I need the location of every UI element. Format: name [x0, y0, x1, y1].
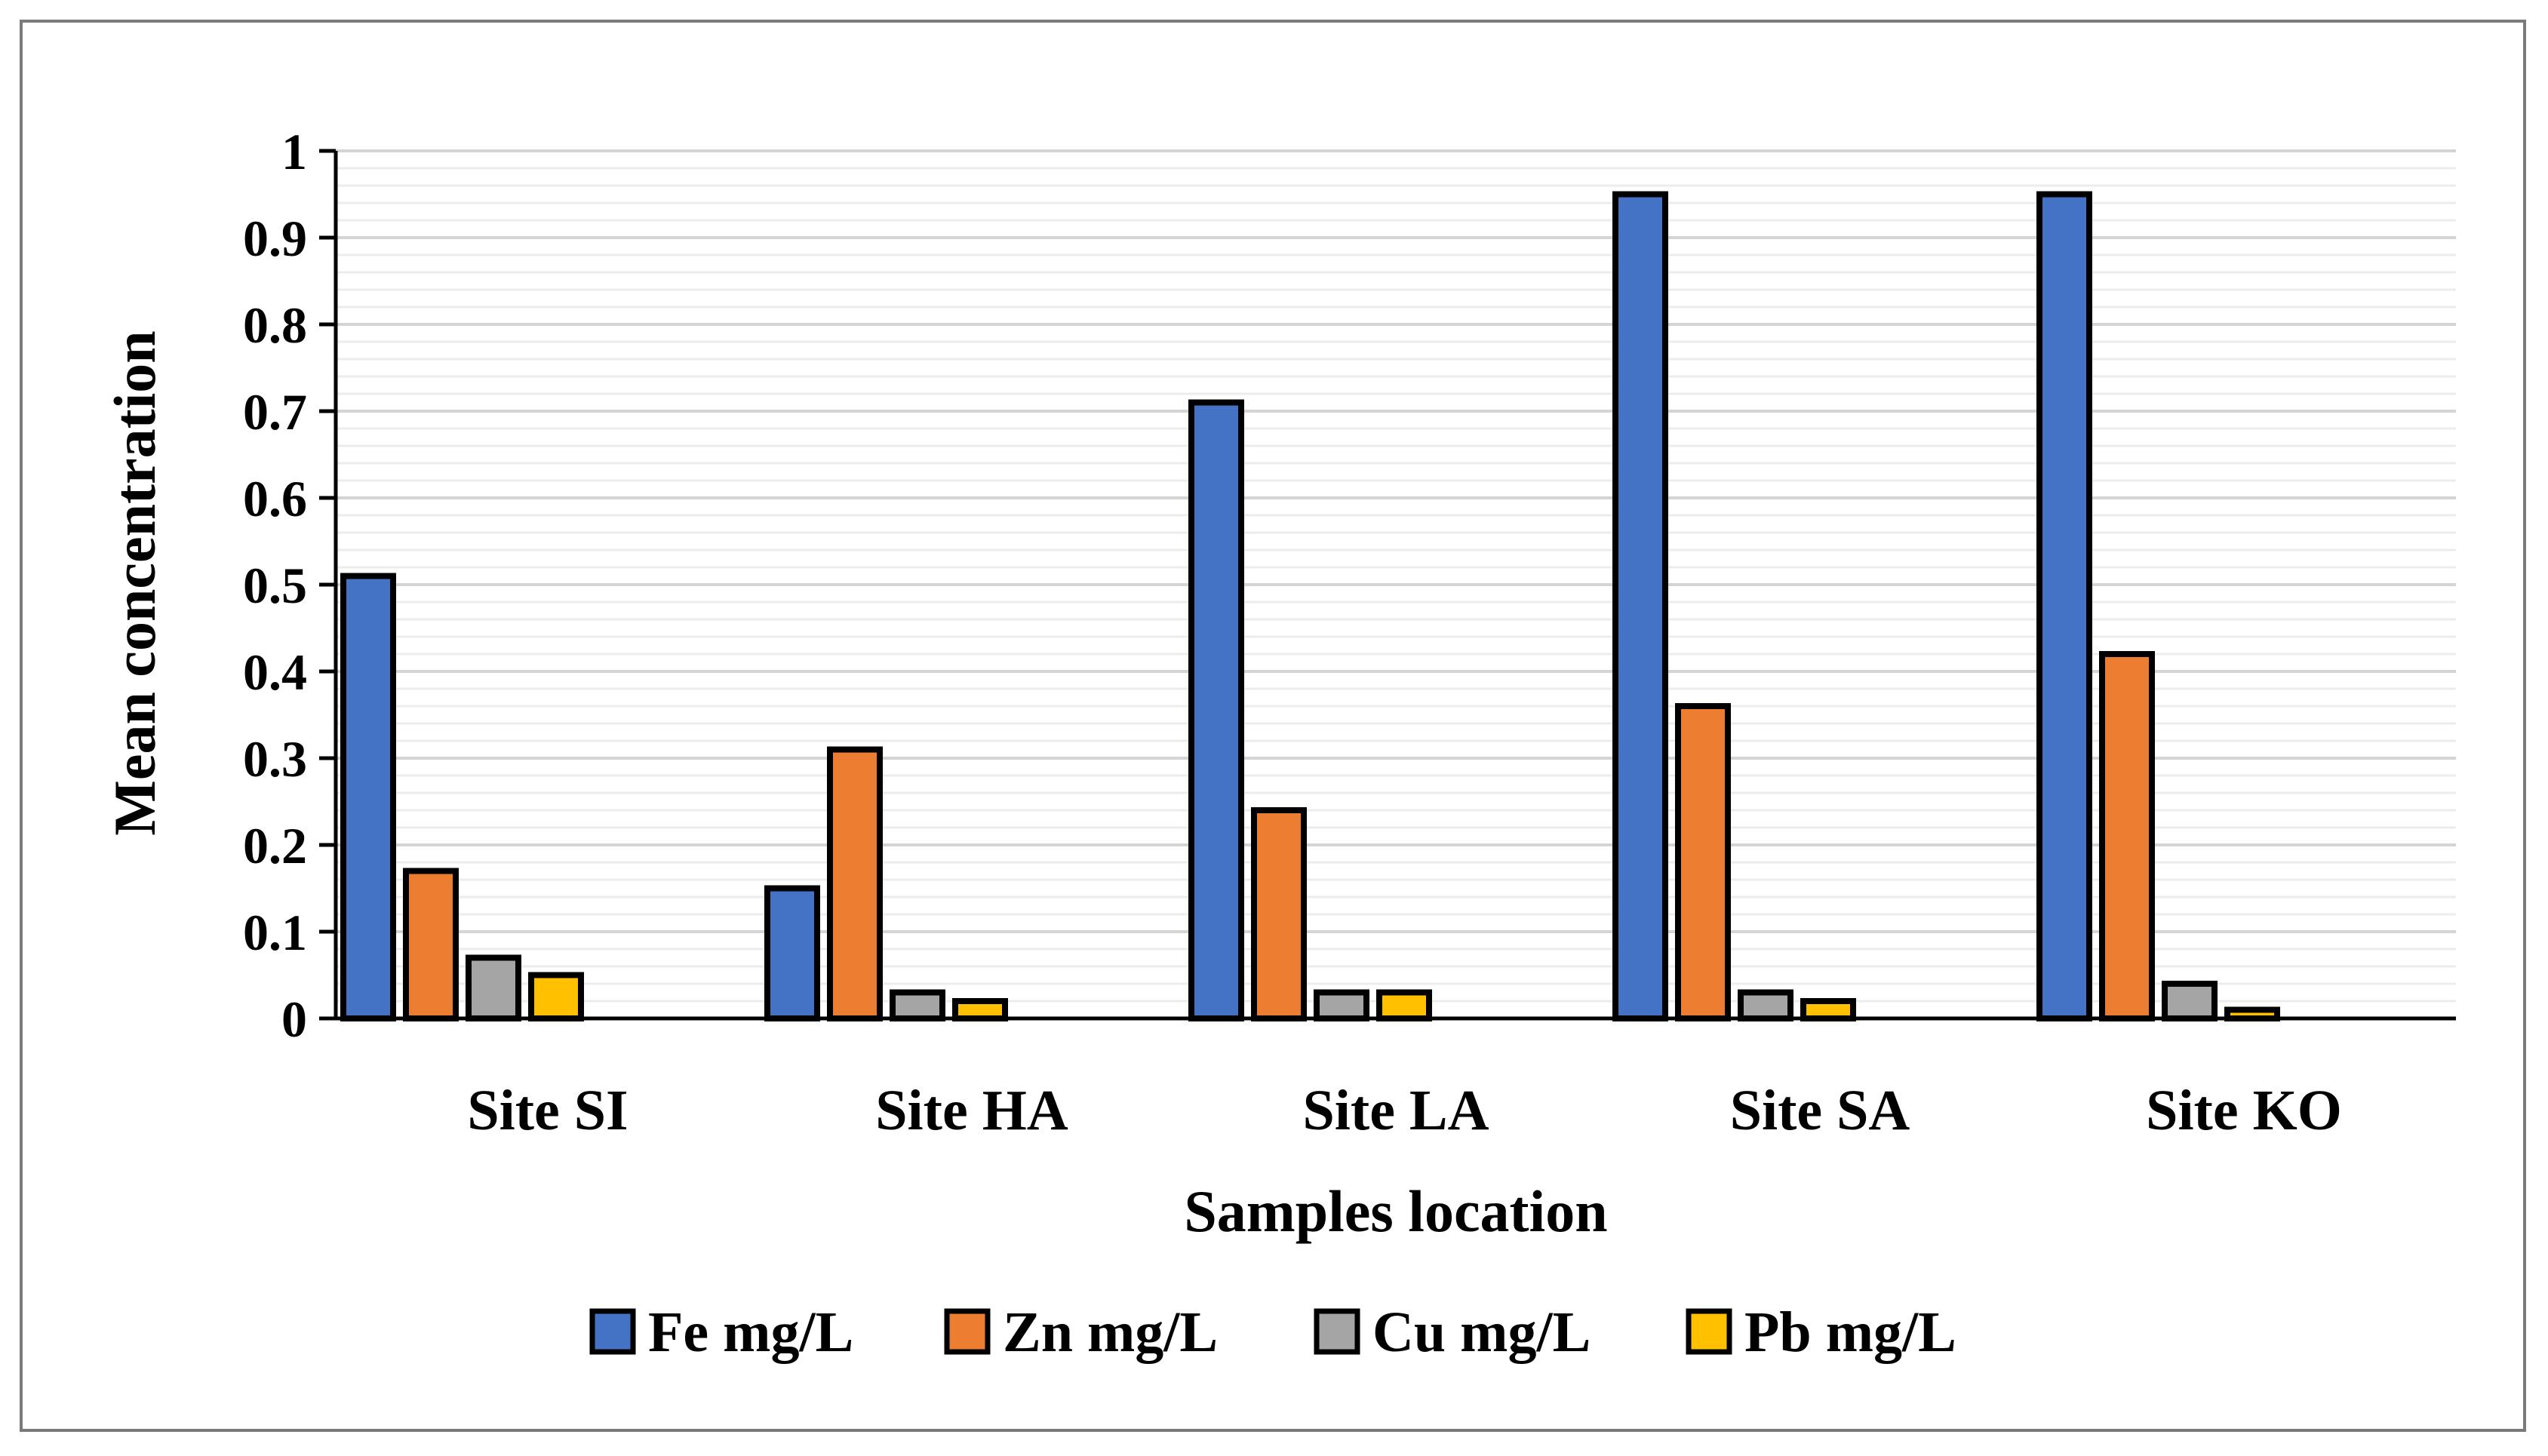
- bar-zn-site-sa: [1675, 703, 1731, 1021]
- legend-label-zn: Zn mg/L: [1003, 1301, 1218, 1364]
- x-tick-label: Site SA: [1730, 1079, 1910, 1142]
- legend-swatch-pb: [1686, 1308, 1732, 1355]
- y-tick-label: 0: [281, 991, 307, 1048]
- legend-swatch-fe: [589, 1308, 636, 1355]
- bar-pb-site-la: [1376, 989, 1432, 1021]
- legend-label-cu: Cu mg/L: [1372, 1301, 1591, 1364]
- bars: [340, 191, 2280, 1021]
- bar-pb-site-sa: [1800, 998, 1856, 1021]
- bar-cu-site-ha: [890, 989, 945, 1021]
- x-tick-labels: Site SI Site HA Site LA Site SA Site KO: [467, 1079, 2341, 1142]
- bar-cu-site-sa: [1738, 989, 1793, 1021]
- bar-pb-site-si: [528, 972, 584, 1021]
- bar-pb-site-ha: [952, 998, 1008, 1021]
- legend-label-pb: Pb mg/L: [1744, 1301, 1956, 1364]
- x-tick-label: Site HA: [875, 1079, 1068, 1142]
- y-tick-label: 0.8: [243, 296, 307, 354]
- bar-zn-site-ha: [827, 746, 883, 1021]
- y-tick-label: 0.7: [243, 383, 307, 441]
- legend-label-fe: Fe mg/L: [648, 1301, 853, 1364]
- bar-fe-site-si: [340, 573, 396, 1021]
- x-axis-title: Samples location: [1184, 1178, 1607, 1244]
- legend: Fe mg/L Zn mg/L Cu mg/L Pb mg/L: [589, 1301, 1956, 1364]
- y-tick-label: 1: [281, 123, 307, 180]
- bar-cu-site-ko: [2162, 981, 2218, 1021]
- bar-cu-site-la: [1314, 989, 1369, 1021]
- y-tick-labels: 0 0.1 0.2 0.3 0.4 0.5 0.6 0.7 0.8 0.9 1: [243, 123, 307, 1048]
- y-tick-label: 0.4: [243, 644, 307, 701]
- legend-swatch-zn: [944, 1308, 991, 1355]
- bar-fe-site-sa: [1612, 191, 1668, 1021]
- y-axis-title: Mean concentration: [102, 330, 168, 835]
- y-tick-label: 0.6: [243, 470, 307, 527]
- bar-zn-site-la: [1251, 807, 1307, 1021]
- bar-zn-site-si: [403, 868, 459, 1021]
- bar-fe-site-ko: [2036, 191, 2092, 1021]
- x-tick-label: Site KO: [2146, 1079, 2342, 1142]
- y-tick-label: 0.3: [243, 730, 307, 788]
- y-tick-label: 0.5: [243, 557, 307, 614]
- x-tick-label: Site LA: [1303, 1079, 1489, 1142]
- bar-fe-site-ha: [764, 885, 820, 1021]
- bar-cu-site-si: [466, 954, 521, 1021]
- y-tick-label: 0.9: [243, 210, 307, 267]
- bar-fe-site-la: [1188, 399, 1244, 1021]
- axes: [319, 149, 2456, 1021]
- y-tick-label: 0.2: [243, 817, 307, 874]
- bar-zn-site-ko: [2099, 651, 2155, 1021]
- legend-swatch-cu: [1314, 1308, 1360, 1355]
- x-tick-label: Site SI: [467, 1079, 628, 1142]
- y-tick-label: 0.1: [243, 904, 307, 961]
